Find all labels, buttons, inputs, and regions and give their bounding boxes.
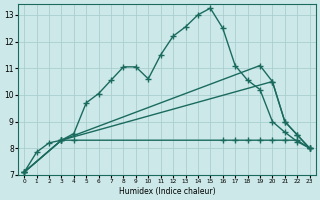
X-axis label: Humidex (Indice chaleur): Humidex (Indice chaleur) bbox=[119, 187, 215, 196]
